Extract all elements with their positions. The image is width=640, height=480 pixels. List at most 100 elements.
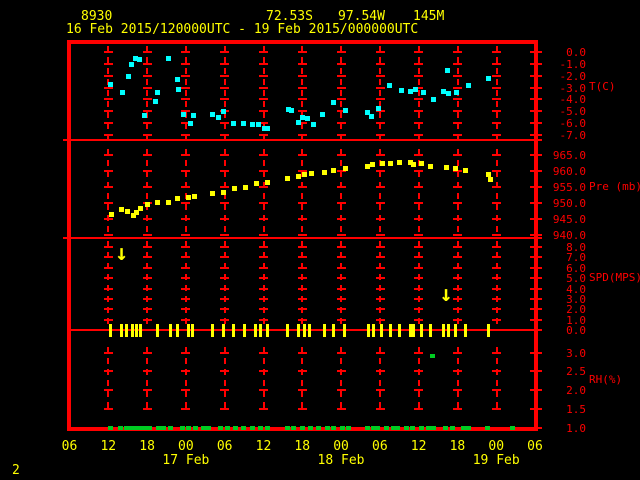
grid-column [184,149,187,236]
tick-cross [453,318,463,321]
tick-cross [103,297,113,300]
tick-cross [492,218,502,220]
grid-column [146,241,149,330]
right-axis-tick [530,74,542,77]
pressure-point [301,171,307,177]
grid-column [184,347,187,413]
pressure-point [407,160,413,166]
tick-cross [453,256,463,259]
tick-cross [336,234,346,236]
tick-cross [103,51,113,53]
tick-cross [414,351,424,354]
y-tick-label: 3.0 [566,292,586,306]
humidity-point [331,426,337,431]
temperature-point [466,83,472,89]
humidity-point [117,426,123,431]
tick-cross [220,170,230,172]
calm-wind-bar [191,324,195,337]
humidity-point [418,426,424,431]
y-tick-label: -3.0 [559,81,587,95]
tick-cross [142,408,152,411]
tick-cross [453,74,463,77]
x-tick-label: 18 [449,439,466,454]
tick-cross [375,62,385,65]
temperature-point [166,55,172,61]
tick-cross [492,170,502,172]
tick-cross [181,246,191,248]
tick-cross [336,98,346,101]
tick-cross [259,329,269,331]
tick-cross [103,370,113,373]
temperature-point [454,90,460,96]
right-axis-tick [530,234,542,236]
tick-cross [259,86,269,89]
tick-cross [259,234,269,236]
tick-cross [220,318,230,321]
temperature-point [265,125,271,131]
tick-cross [259,74,269,77]
tick-cross [181,122,191,125]
tick-cross [492,122,502,125]
tick-cross [297,110,307,113]
tick-cross [453,154,463,156]
tick-cross [297,256,307,259]
x-tick-label: 18 [139,439,155,454]
tick-cross [259,170,269,172]
temperature-point [154,90,160,96]
pressure-point [145,202,151,208]
tick-cross [453,186,463,188]
pressure-point [209,191,215,197]
tick-cross [375,186,385,188]
calm-wind-bar [266,324,270,337]
tick-cross [142,110,152,113]
tick-cross [297,308,307,311]
grid-column [379,347,382,413]
y-tick-label: -5.0 [559,105,587,119]
tick-cross [414,246,424,248]
tick-cross [375,98,385,101]
calm-wind-bar [254,324,258,337]
right-axis-tick [530,408,542,411]
pressure-point [284,176,290,182]
tick-cross [414,110,424,113]
tick-cross [375,74,385,77]
temperature-point [190,112,196,118]
tick-cross [297,51,307,53]
tick-cross [259,266,269,269]
tick-cross [492,186,502,188]
tick-cross [297,389,307,392]
temperature-point [288,108,294,114]
tick-cross [453,86,463,89]
right-axis-tick [530,318,542,321]
tick-cross [220,86,230,89]
right-axis-tick [530,110,542,113]
right-axis-tick [530,51,542,53]
tick-cross [375,246,385,248]
tick-cross [492,74,502,77]
humidity-point [403,426,409,431]
tick-cross [103,74,113,77]
tick-cross [142,133,152,136]
tick-cross [181,297,191,300]
grid-column [146,149,149,236]
tick-cross [297,246,307,248]
tick-cross [142,186,152,188]
temperature-point [126,73,132,79]
grid-column [417,347,420,413]
grid-column [495,347,498,413]
pressure-point [396,159,402,165]
tick-cross [103,277,113,280]
down-arrow-icon: ↓ [114,241,129,267]
humidity-point [383,426,389,431]
humidity-point [139,426,145,431]
tick-cross [492,308,502,311]
temperature-point [421,90,427,96]
tick-cross [414,170,424,172]
pressure-point [191,193,197,199]
grid-column [456,347,459,413]
pressure-point [486,172,492,178]
tick-cross [375,51,385,53]
tick-cross [297,351,307,354]
pressure-point [134,210,140,216]
calm-wind-bar [397,324,401,337]
